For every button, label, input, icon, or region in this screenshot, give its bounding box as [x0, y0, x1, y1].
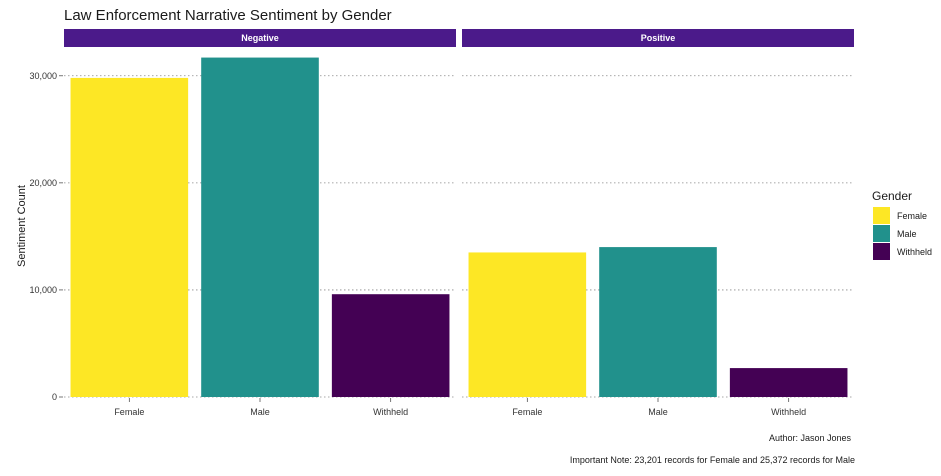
- x-tick-label: Female: [512, 407, 542, 417]
- x-tick-label: Withheld: [771, 407, 806, 417]
- legend-swatch-withheld: [873, 243, 890, 260]
- legend-items: Female Male Withheld: [873, 207, 932, 260]
- bar-negative-male: [201, 57, 319, 397]
- facet-strip-label: Positive: [641, 33, 676, 43]
- y-axis-title: Sentiment Count: [16, 185, 28, 267]
- x-tick-label: Male: [648, 407, 668, 417]
- bar-positive-male: [599, 247, 717, 397]
- facet-strip-label: Negative: [241, 33, 279, 43]
- axes: 0 10,000 20,000 30,000 Female Male Withheld Fem…: [29, 71, 806, 417]
- y-tick-label: 10,000: [29, 285, 57, 295]
- legend-swatch-female: [873, 207, 890, 224]
- y-tick-label: 30,000: [29, 71, 57, 81]
- bar-positive-female: [468, 252, 587, 397]
- legend-label-female: Female: [897, 211, 927, 221]
- note-caption: Important Note: 23,201 records for Femal…: [570, 455, 855, 465]
- x-tick-label: Male: [250, 407, 270, 417]
- facet-strip-negative: [64, 29, 456, 47]
- facet-strips: Negative Positive: [64, 29, 854, 47]
- y-tick-label: 0: [52, 392, 57, 402]
- bar-positive-withheld: [729, 368, 848, 397]
- bars: [70, 57, 848, 397]
- facet-strip-positive: [462, 29, 854, 47]
- legend-label-male: Male: [897, 229, 917, 239]
- legend: Gender Female Male Withheld: [872, 189, 932, 260]
- x-tick-label: Withheld: [373, 407, 408, 417]
- chart-title: Law Enforcement Narrative Sentiment by G…: [64, 7, 392, 24]
- legend-label-withheld: Withheld: [897, 247, 932, 257]
- y-tick-label: 20,000: [29, 178, 57, 188]
- legend-swatch-male: [873, 225, 890, 242]
- bar-negative-withheld: [331, 294, 450, 397]
- bar-negative-female: [70, 77, 189, 397]
- author-caption: Author: Jason Jones: [769, 433, 852, 443]
- x-tick-label: Female: [114, 407, 144, 417]
- legend-title: Gender: [872, 189, 912, 203]
